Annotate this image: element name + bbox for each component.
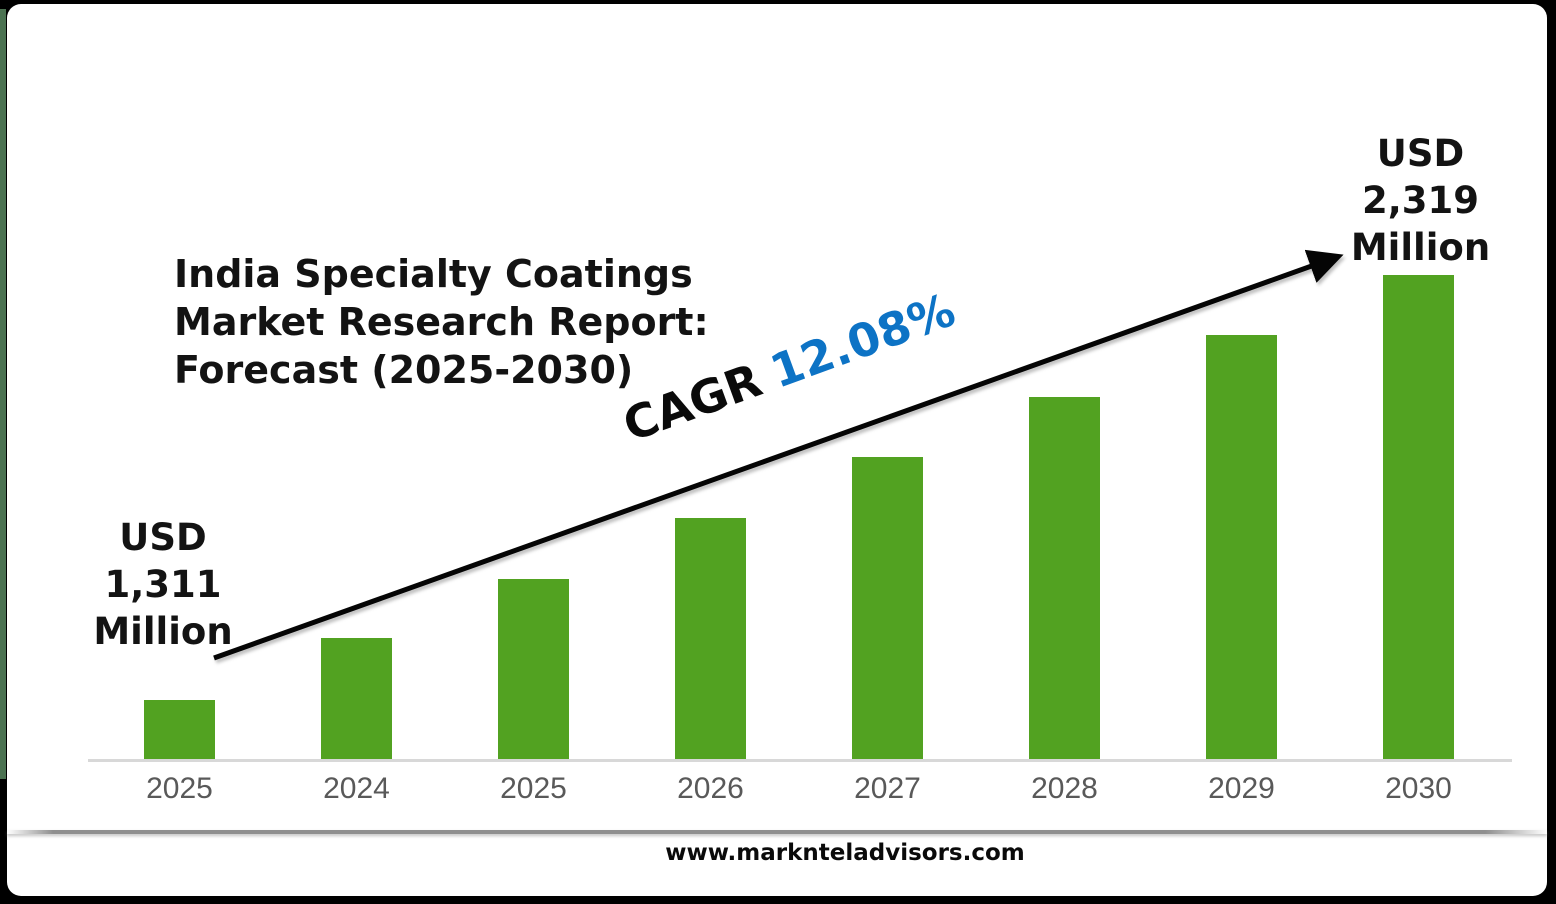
bar — [498, 579, 569, 760]
bar — [1383, 275, 1454, 760]
bar — [144, 700, 215, 760]
bar — [1206, 335, 1277, 760]
x-axis-label: 2030 — [1385, 772, 1452, 805]
chart-title: India Specialty Coatings Market Research… — [174, 252, 709, 392]
left-accent-strip — [0, 9, 6, 779]
x-axis-label: 2028 — [1031, 772, 1098, 805]
x-axis-line — [88, 759, 1512, 762]
bar — [1029, 397, 1100, 760]
end-value-label: USD 2,319 Million — [1350, 132, 1491, 269]
x-axis-label: 2025 — [500, 772, 567, 805]
x-axis-label: 2029 — [1208, 772, 1275, 805]
bar — [321, 638, 392, 760]
x-axis-label: 2024 — [323, 772, 390, 805]
bar — [675, 518, 746, 760]
footer-url-text: www.marknteladvisors.com — [665, 840, 1025, 866]
bar — [852, 457, 923, 760]
start-value-label: USD 1,311 Million — [93, 516, 233, 653]
chart-panel — [7, 4, 1547, 896]
footer-divider — [7, 830, 1547, 834]
x-axis-label: 2027 — [854, 772, 921, 805]
x-axis-label: 2025 — [146, 772, 213, 805]
x-axis-label: 2026 — [677, 772, 744, 805]
